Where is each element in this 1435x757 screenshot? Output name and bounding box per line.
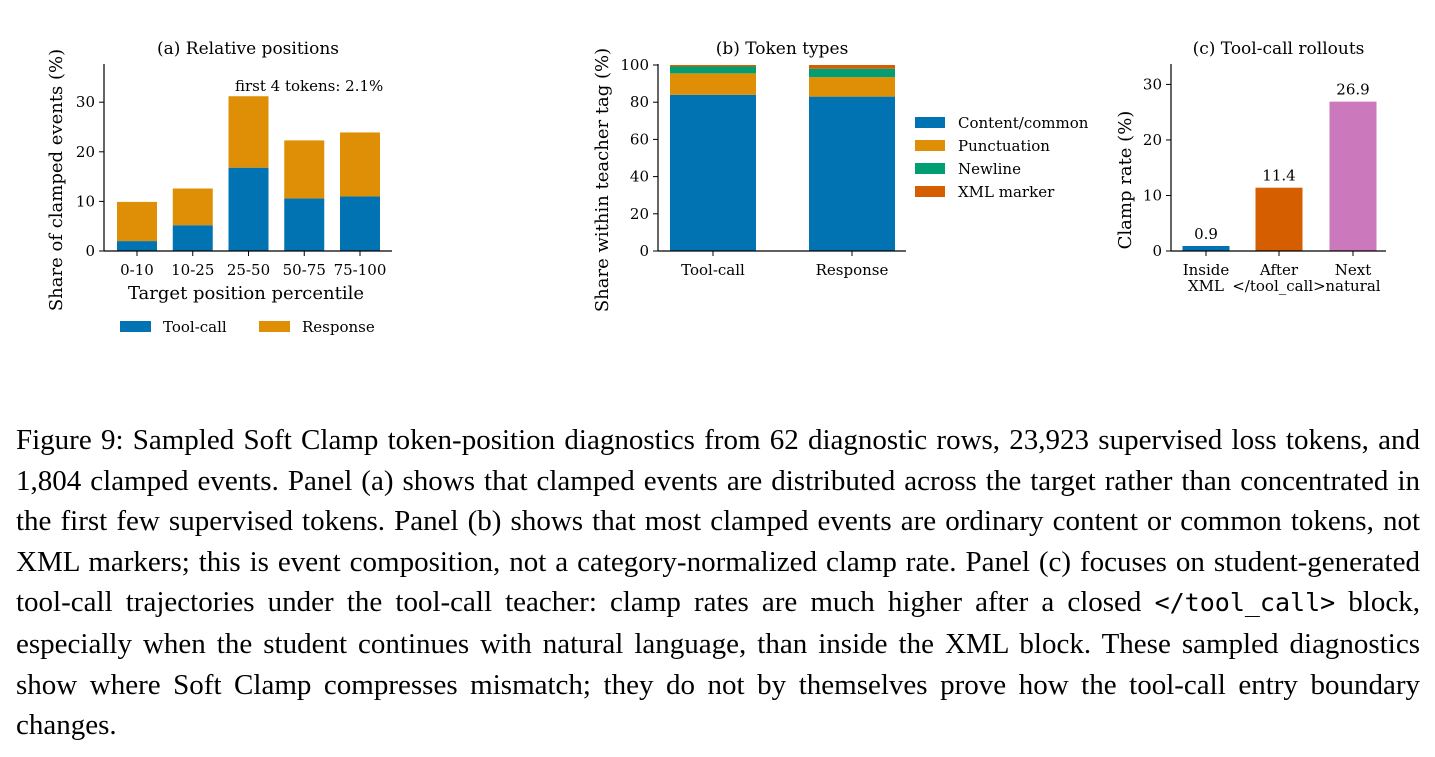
bar-2 bbox=[1329, 101, 1377, 251]
x-tick-label: XML bbox=[1188, 277, 1224, 295]
chart-title: (a) Relative positions bbox=[157, 39, 339, 59]
caption-text-2: block, especially when the student conti… bbox=[16, 586, 1420, 742]
x-tick-label: </tool_call> bbox=[1232, 277, 1326, 295]
legend-swatch bbox=[915, 163, 945, 174]
x-tick-label: After bbox=[1259, 261, 1299, 279]
y-tick-label: 0 bbox=[85, 242, 95, 260]
bar-0-10-response bbox=[117, 201, 157, 242]
x-tick-label: 25-50 bbox=[227, 261, 270, 279]
y-tick-label: 10 bbox=[76, 192, 95, 210]
y-tick-label: 0 bbox=[639, 242, 649, 260]
bar-0 bbox=[1182, 246, 1230, 251]
y-tick-label: 20 bbox=[1143, 131, 1162, 149]
x-tick-label: 50-75 bbox=[283, 261, 326, 279]
bar-25-50-response bbox=[228, 96, 269, 168]
figure: (a) Relative positions 0 10 20 30 0-10 10-25 25… bbox=[46, 39, 1386, 336]
x-axis-label: Target position percentile bbox=[128, 283, 364, 304]
chart-title: (c) Tool-call rollouts bbox=[1193, 39, 1365, 59]
x-tick-label: 10-25 bbox=[171, 261, 214, 279]
y-tick-label: 80 bbox=[630, 93, 649, 111]
legend-swatch bbox=[915, 186, 945, 197]
legend-swatch bbox=[259, 321, 290, 332]
bar-10-25-tool-call bbox=[172, 225, 213, 251]
legend: Tool-call Response bbox=[120, 318, 375, 336]
legend: Content/common Punctuation Newline XML mark… bbox=[915, 114, 1089, 201]
y-tick-label: 40 bbox=[630, 168, 649, 186]
caption-code: </tool_call> bbox=[1154, 588, 1336, 618]
y-tick-label: 20 bbox=[630, 205, 649, 223]
annotation-first-tokens: first 4 tokens: 2.1% bbox=[235, 77, 383, 95]
legend-label: XML marker bbox=[958, 183, 1055, 201]
bar-tool-call-content-common bbox=[670, 94, 756, 251]
y-tick-label: 60 bbox=[630, 130, 649, 148]
legend-swatch bbox=[915, 140, 945, 151]
x-tick-label: natural bbox=[1325, 277, 1380, 295]
legend-label: Newline bbox=[958, 160, 1021, 178]
chart-title: (b) Token types bbox=[716, 39, 849, 59]
bar-75-100-tool-call bbox=[340, 196, 380, 251]
legend-label: Response bbox=[302, 318, 375, 336]
bar-tool-call-punctuation bbox=[670, 73, 756, 95]
y-axis-label: Share within teacher tag (%) bbox=[592, 48, 613, 312]
y-tick-label: 10 bbox=[1143, 186, 1162, 204]
data-label: 26.9 bbox=[1336, 81, 1369, 99]
bar-response-punctuation bbox=[809, 77, 895, 97]
caption-text-1: Figure 9: Sampled Soft Clamp token-posit… bbox=[16, 424, 1420, 619]
bar-10-25-response bbox=[172, 188, 213, 226]
legend-label: Punctuation bbox=[958, 137, 1050, 155]
x-tick-label: Next bbox=[1335, 261, 1372, 279]
y-tick-label: 100 bbox=[620, 56, 649, 74]
bar-50-75-tool-call bbox=[284, 198, 325, 251]
x-tick-label: Tool-call bbox=[681, 261, 745, 279]
bar-tool-call-xml-marker bbox=[670, 65, 756, 67]
x-tick-label: Inside bbox=[1183, 261, 1230, 279]
bar-50-75-response bbox=[284, 140, 325, 199]
bar-response-content-common bbox=[809, 96, 895, 252]
y-axis-label: Share of clamped events (%) bbox=[46, 49, 67, 311]
y-tick-label: 30 bbox=[76, 93, 95, 111]
legend-swatch bbox=[915, 117, 945, 128]
bar-25-50-tool-call bbox=[228, 167, 269, 251]
y-tick-label: 30 bbox=[1143, 75, 1162, 93]
bar-0-10-tool-call bbox=[117, 241, 157, 251]
y-tick-label: 0 bbox=[1152, 242, 1162, 260]
bar-1 bbox=[1255, 187, 1303, 251]
bar-tool-call-newline bbox=[670, 66, 756, 74]
x-tick-label: 0-10 bbox=[120, 261, 154, 279]
legend-label: Tool-call bbox=[163, 318, 227, 336]
bar-response-xml-marker bbox=[809, 65, 895, 69]
figure-caption: Figure 9: Sampled Soft Clamp token-posit… bbox=[16, 420, 1420, 746]
x-tick-label: 75-100 bbox=[334, 261, 387, 279]
y-axis-label: Clamp rate (%) bbox=[1115, 111, 1136, 250]
legend-swatch bbox=[120, 321, 151, 332]
x-tick-label: Response bbox=[816, 261, 889, 279]
y-tick-label: 20 bbox=[76, 143, 95, 161]
data-label: 0.9 bbox=[1194, 225, 1218, 243]
bar-75-100-response bbox=[340, 132, 380, 197]
chart-panel-a: (a) Relative positions 0 10 20 30 0-10 10-25 25… bbox=[46, 39, 392, 336]
bar-response-newline bbox=[809, 68, 895, 78]
legend-label: Content/common bbox=[958, 114, 1089, 132]
chart-panel-c: (c) Tool-call rollouts 0.9 11.4 26.9 0 10 20 30… bbox=[1115, 39, 1386, 295]
chart-panel-b: (b) Token types 0 20 40 60 80 100 Tool-call Resp… bbox=[592, 39, 1089, 312]
data-label: 11.4 bbox=[1262, 167, 1295, 185]
